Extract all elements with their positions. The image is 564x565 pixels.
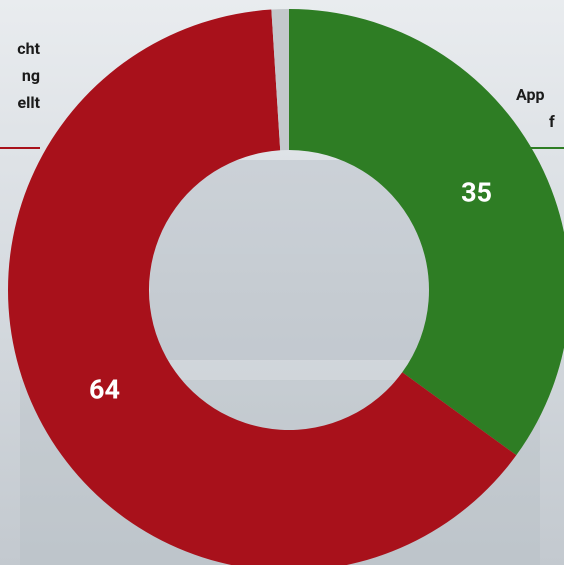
donut-segment: [8, 9, 517, 565]
category-label: cht: [17, 39, 40, 58]
value-label: 64: [89, 374, 120, 406]
value-label: 35: [461, 177, 492, 209]
category-label: App: [516, 85, 545, 104]
donut-segment: [271, 9, 289, 151]
donut-segment: [289, 9, 564, 456]
category-label: ng: [22, 66, 40, 85]
category-label: f: [549, 112, 555, 131]
category-label: ellt: [17, 93, 40, 112]
